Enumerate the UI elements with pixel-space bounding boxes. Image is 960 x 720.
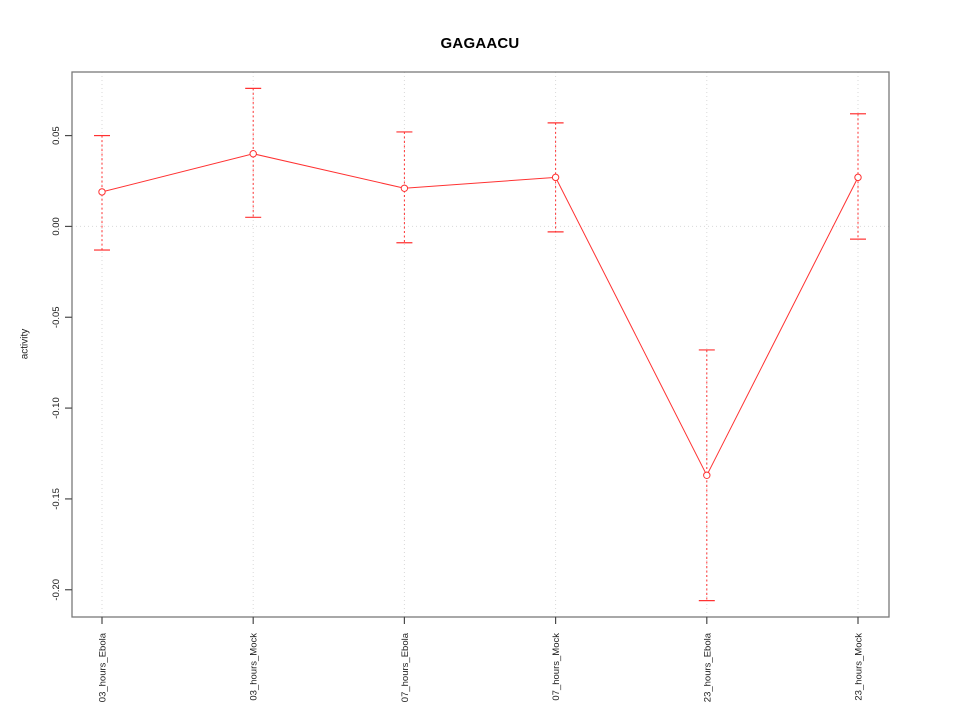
x-tick-label: 23_hours_Mock [854, 633, 865, 701]
y-tick-label: -0.05 [51, 306, 62, 328]
x-tick-label: 03_hours_Ebola [98, 632, 109, 702]
y-tick-label: -0.15 [51, 488, 62, 510]
data-point-marker [854, 173, 862, 182]
x-tick-label: 23_hours_Ebola [702, 632, 713, 702]
y-tick-label: 0.05 [51, 126, 62, 145]
y-tick-label: 0.00 [51, 217, 62, 236]
data-point-marker [400, 184, 409, 192]
data-point-marker [249, 150, 257, 158]
data-point-marker [551, 173, 560, 182]
x-tick-label: 07_hours_Ebola [400, 632, 411, 702]
x-tick-label: 03_hours_Mock [249, 633, 260, 701]
plot-box [71, 71, 890, 618]
data-point-marker [703, 471, 711, 479]
y-tick-label: -0.20 [51, 579, 62, 601]
y-tick-label: -0.10 [51, 397, 62, 419]
chart-title: GAGAACU [440, 35, 520, 52]
series-line [101, 153, 859, 477]
data-point-marker [98, 188, 106, 196]
x-tick-label: 07_hours_Mock [551, 633, 562, 701]
